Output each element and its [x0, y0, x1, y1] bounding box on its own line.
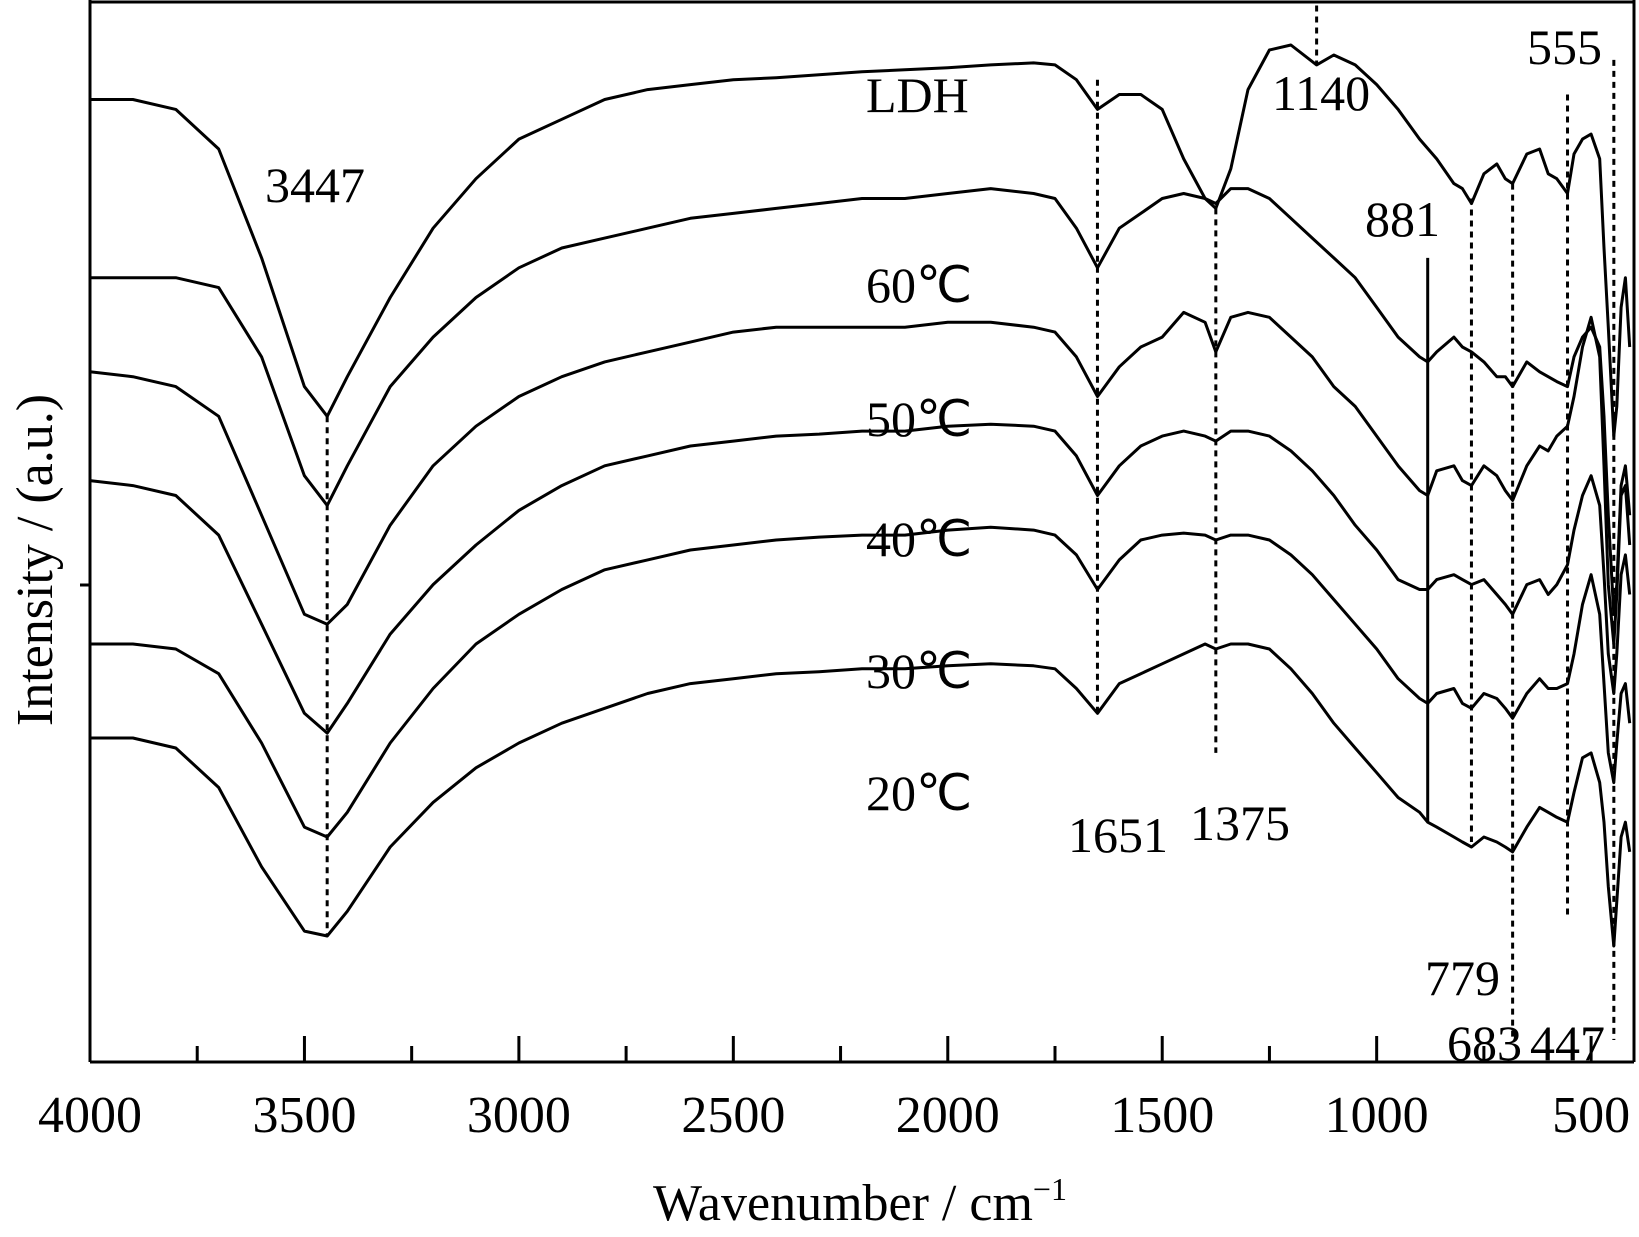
peak-label-683: 683: [1447, 1015, 1522, 1071]
x-axis-ticks: [88, 1036, 1593, 1062]
x-tick-label-2000: 2000: [896, 1087, 1000, 1144]
peak-label-779: 779: [1425, 950, 1500, 1006]
x-tick-label-1000: 1000: [1325, 1087, 1429, 1144]
x-axis-title: Wavenumber / cm−1: [653, 1171, 1067, 1232]
spectrum-line-0: [90, 43, 1632, 438]
spectrum-line-2: [89, 310, 1632, 646]
x-tick-label-3000: 3000: [467, 1087, 571, 1144]
series-label-4: 30℃: [866, 643, 972, 699]
peak-label-881: 881: [1365, 191, 1440, 247]
x-axis-tick-labels: 4000 3500 3000 2500 2000 1500 1000 500: [38, 1087, 1630, 1144]
peak-label-447: 447: [1530, 1015, 1605, 1071]
peak-label-555: 555: [1527, 19, 1602, 75]
spectrum-line-3: [89, 422, 1632, 735]
x-axis-title-superscript: −1: [1033, 1171, 1067, 1207]
series-labels: LDH 60℃ 50℃ 40℃ 30℃ 20℃: [866, 67, 972, 821]
series-label-5: 20℃: [866, 765, 972, 821]
x-tick-label-3500: 3500: [252, 1087, 356, 1144]
spectra-group: [89, 43, 1632, 948]
y-axis-title: Intensity / (a.u.): [7, 394, 64, 726]
peak-labels: 3447 1651 1375 1140 881 779 683 555 447: [265, 19, 1605, 1071]
peak-label-1375: 1375: [1190, 795, 1290, 851]
spectrum-line-5: [90, 642, 1632, 948]
peak-marker-lines: [325, 5, 1616, 1040]
x-tick-label-1500: 1500: [1110, 1087, 1214, 1144]
series-label-1: 60℃: [866, 257, 972, 313]
x-tick-label-4000: 4000: [38, 1087, 142, 1144]
peak-label-3447: 3447: [265, 157, 365, 213]
series-label-0: LDH: [866, 67, 969, 123]
peak-label-1651: 1651: [1068, 807, 1168, 863]
series-label-2: 50℃: [866, 391, 972, 447]
spectrum-line-1: [90, 187, 1632, 616]
x-tick-label-2500: 2500: [681, 1087, 785, 1144]
spectrum-line-4: [90, 525, 1632, 839]
series-label-3: 40℃: [866, 511, 972, 567]
peak-label-1140: 1140: [1272, 65, 1370, 121]
x-tick-label-500: 500: [1552, 1087, 1630, 1144]
